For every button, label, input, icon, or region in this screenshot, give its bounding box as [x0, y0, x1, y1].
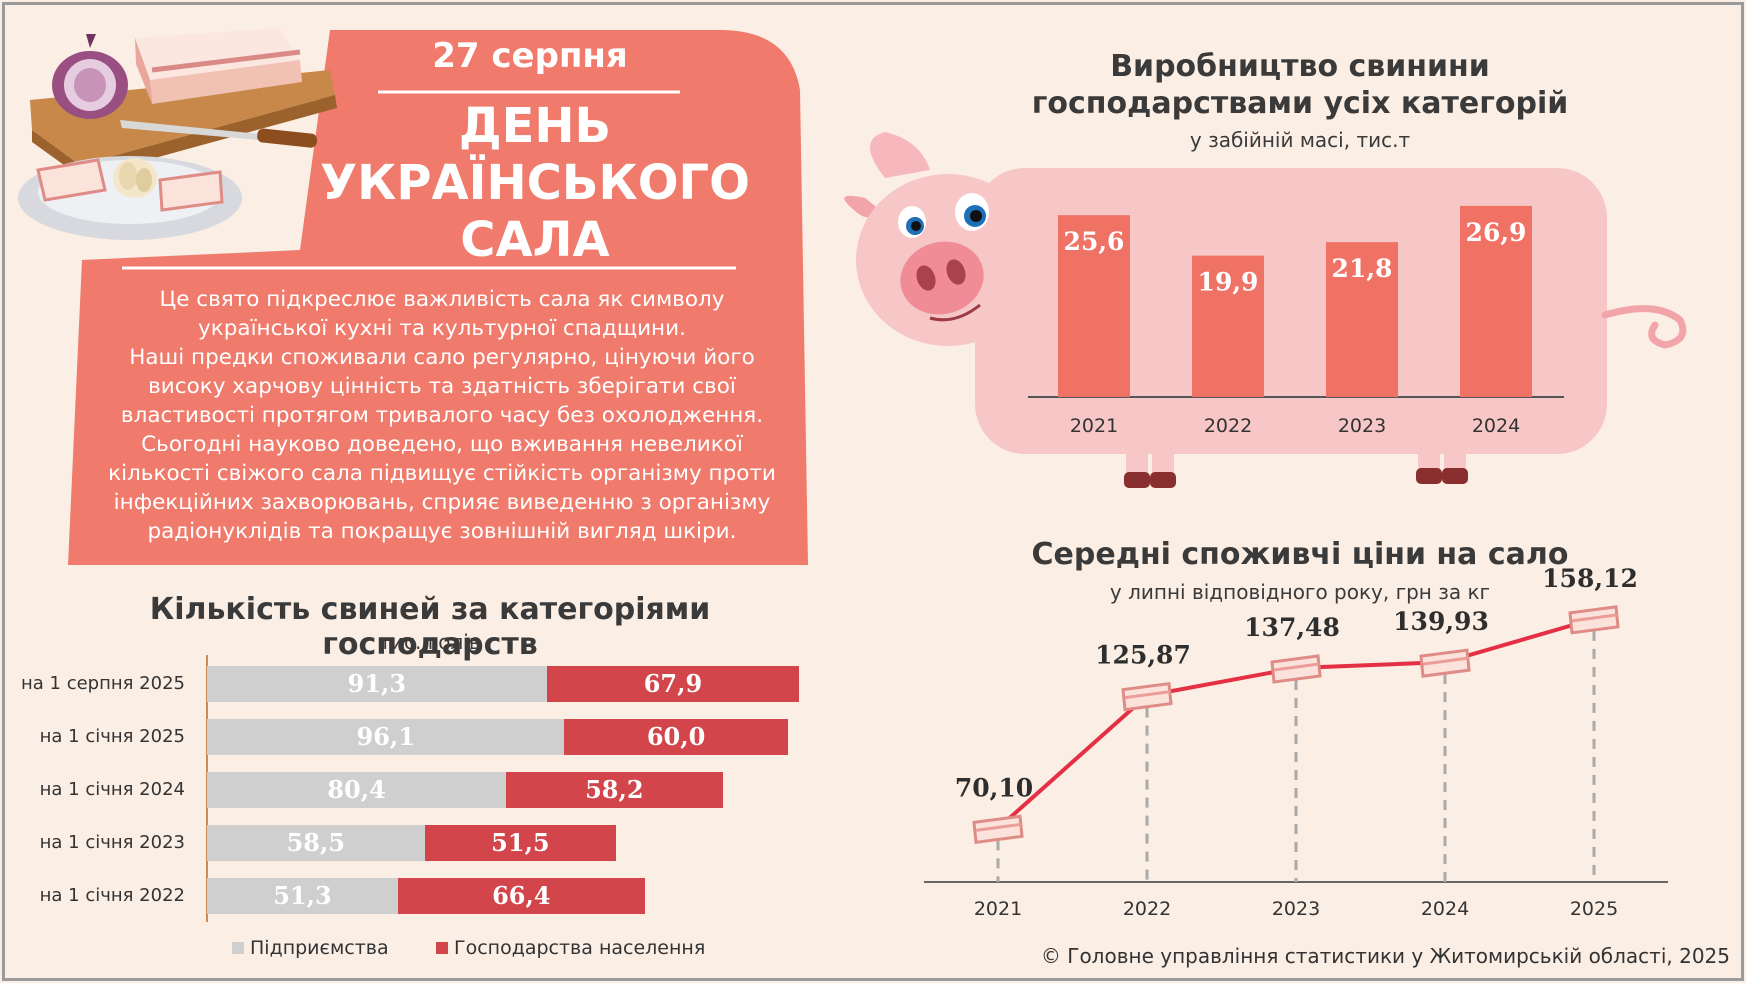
production-bar-value: 26,9	[1466, 218, 1527, 247]
legend-item-enterprises: Підприємства	[232, 937, 389, 959]
production-year-label: 2021	[1070, 415, 1118, 437]
pigs-bar-value: 51,5	[491, 828, 550, 857]
pigs-category-label: на 1 січня 2025	[39, 726, 185, 747]
hero-body-line: Наші предки споживали сало регулярно, ці…	[129, 345, 755, 370]
pigs-chart-title: Кількість свиней за категоріями господар…	[149, 592, 711, 662]
legend-swatch	[232, 942, 244, 954]
price-year-label: 2022	[1123, 898, 1171, 920]
hero-body-line: української кухні та культурної спадщини…	[198, 316, 686, 341]
garlic-icon	[113, 158, 157, 198]
pigs-bar-value: 58,2	[585, 775, 644, 804]
price-value-label: 70,10	[955, 773, 1033, 802]
pigs-bar-value: 66,4	[492, 881, 551, 910]
hero-date: 27 серпня	[432, 36, 628, 76]
pigs-bar-enterprises: 58,5	[207, 825, 425, 861]
hero-title-line: УКРАЇНСЬКОГО	[320, 155, 750, 211]
pigs-bar-households: 66,4	[397, 878, 645, 914]
salo-slice-icon	[972, 814, 1024, 845]
legend-label: Підприємства	[250, 937, 389, 959]
salo-slices-icon	[36, 158, 224, 212]
hero-panel: 27 серпня ДЕНЬ УКРАЇНСЬКОГО САЛА Це свят…	[0, 0, 820, 570]
price-year-label: 2023	[1272, 898, 1320, 920]
pigs-bar-value: 96,1	[356, 722, 415, 751]
price-chart-subtitle: у липні відповідного року, грн за кг	[1109, 580, 1491, 604]
pigs-bar-value: 60,0	[646, 722, 706, 751]
pigs-category-label: на 1 січня 2024	[39, 779, 185, 800]
knife-icon	[120, 120, 318, 148]
pigs-bar-households: 67,9	[546, 666, 800, 702]
price-year-label: 2025	[1570, 898, 1618, 920]
pigs-category-label: на 1 січня 2023	[39, 832, 185, 853]
hero-body-line: кількості свіжого сала підвищує стійкіст…	[108, 461, 776, 486]
hero-title-line: САЛА	[460, 212, 610, 268]
legend-label: Господарства населення	[454, 937, 706, 959]
production-bar-value: 19,9	[1198, 268, 1259, 297]
pigs-bar-enterprises: 80,4	[207, 772, 507, 808]
hero-title: ДЕНЬ УКРАЇНСЬКОГО САЛА	[290, 98, 780, 269]
salo-slice-icon	[1568, 605, 1620, 635]
production-year-label: 2022	[1204, 415, 1252, 437]
footer-credit: © Головне управління статистики у Житоми…	[1040, 944, 1730, 968]
price-year-label: 2021	[974, 898, 1022, 920]
pigs-bar-value: 67,9	[643, 669, 703, 698]
production-chart-title: Виробництво свинини господарствами усіх …	[1031, 49, 1569, 121]
salo-board-illustration	[18, 28, 337, 240]
production-bar	[1460, 205, 1532, 397]
production-bar	[1192, 255, 1264, 397]
pigs-category-label: на 1 серпня 2025	[21, 673, 185, 694]
hero-body-line: інфекційних захворювань, сприяє виведенн…	[113, 490, 771, 515]
pigs-bar-enterprises: 51,3	[207, 878, 398, 914]
legend-swatch	[436, 942, 448, 954]
production-year-label: 2023	[1338, 415, 1386, 437]
pigs-chart-subtitle: тис. голів	[379, 630, 481, 654]
price-value-label: 125,87	[1095, 641, 1191, 670]
salo-slab-icon	[135, 28, 302, 104]
hero-shape	[68, 30, 808, 565]
price-value-label: 139,93	[1393, 607, 1489, 636]
hero-body-line: високу харчову цінність та здатність збе…	[148, 374, 736, 399]
production-bar-value: 21,8	[1332, 254, 1393, 283]
price-value-label: 158,12	[1542, 564, 1638, 593]
pigs-bar-households: 60,0	[564, 719, 788, 755]
hero-body-line: радіонуклідів та покращує зовнішній вигл…	[147, 519, 737, 544]
production-bar	[1326, 242, 1398, 397]
pigs-bar-value: 58,5	[286, 828, 346, 857]
production-year-label: 2024	[1472, 415, 1520, 437]
salo-slice-icon	[1270, 654, 1322, 684]
pigs-bar-enterprises: 91,3	[207, 666, 547, 702]
price-chart-title: Середні споживчі ціни на сало	[1031, 537, 1569, 572]
pigs-bar-households: 58,2	[506, 772, 723, 808]
pigs-bar-value: 80,4	[327, 775, 386, 804]
hero-description: Це свято підкреслює важливість сала як с…	[92, 285, 792, 546]
hero-body-line: Сьогодні науково доведено, що вживання н…	[141, 432, 743, 457]
pigs-category-label: на 1 січня 2022	[39, 885, 185, 906]
pigs-bar-households: 51,5	[424, 825, 617, 861]
production-bar-value: 25,6	[1064, 227, 1125, 256]
price-value-label: 137,48	[1244, 613, 1340, 642]
salo-slice-icon	[1419, 648, 1471, 678]
pigs-bar-value: 91,3	[347, 669, 407, 698]
hero-title-line: ДЕНЬ	[458, 98, 612, 154]
hero-body-line: Це свято підкреслює важливість сала як с…	[159, 287, 725, 312]
hero-background	[68, 30, 808, 565]
production-chart-subtitle: у забійній масі, тис.т	[1189, 128, 1411, 152]
hero-body-line: властивості протягом тривалого часу без …	[120, 403, 764, 428]
legend-item-households: Господарства населення	[436, 937, 705, 959]
salo-slice-icon	[1121, 681, 1173, 712]
onion-icon	[52, 34, 128, 119]
pigs-bar-enterprises: 96,1	[207, 719, 565, 755]
production-bar	[1058, 215, 1130, 397]
pigs-bar-value: 51,3	[273, 881, 332, 910]
price-year-label: 2024	[1421, 898, 1469, 920]
